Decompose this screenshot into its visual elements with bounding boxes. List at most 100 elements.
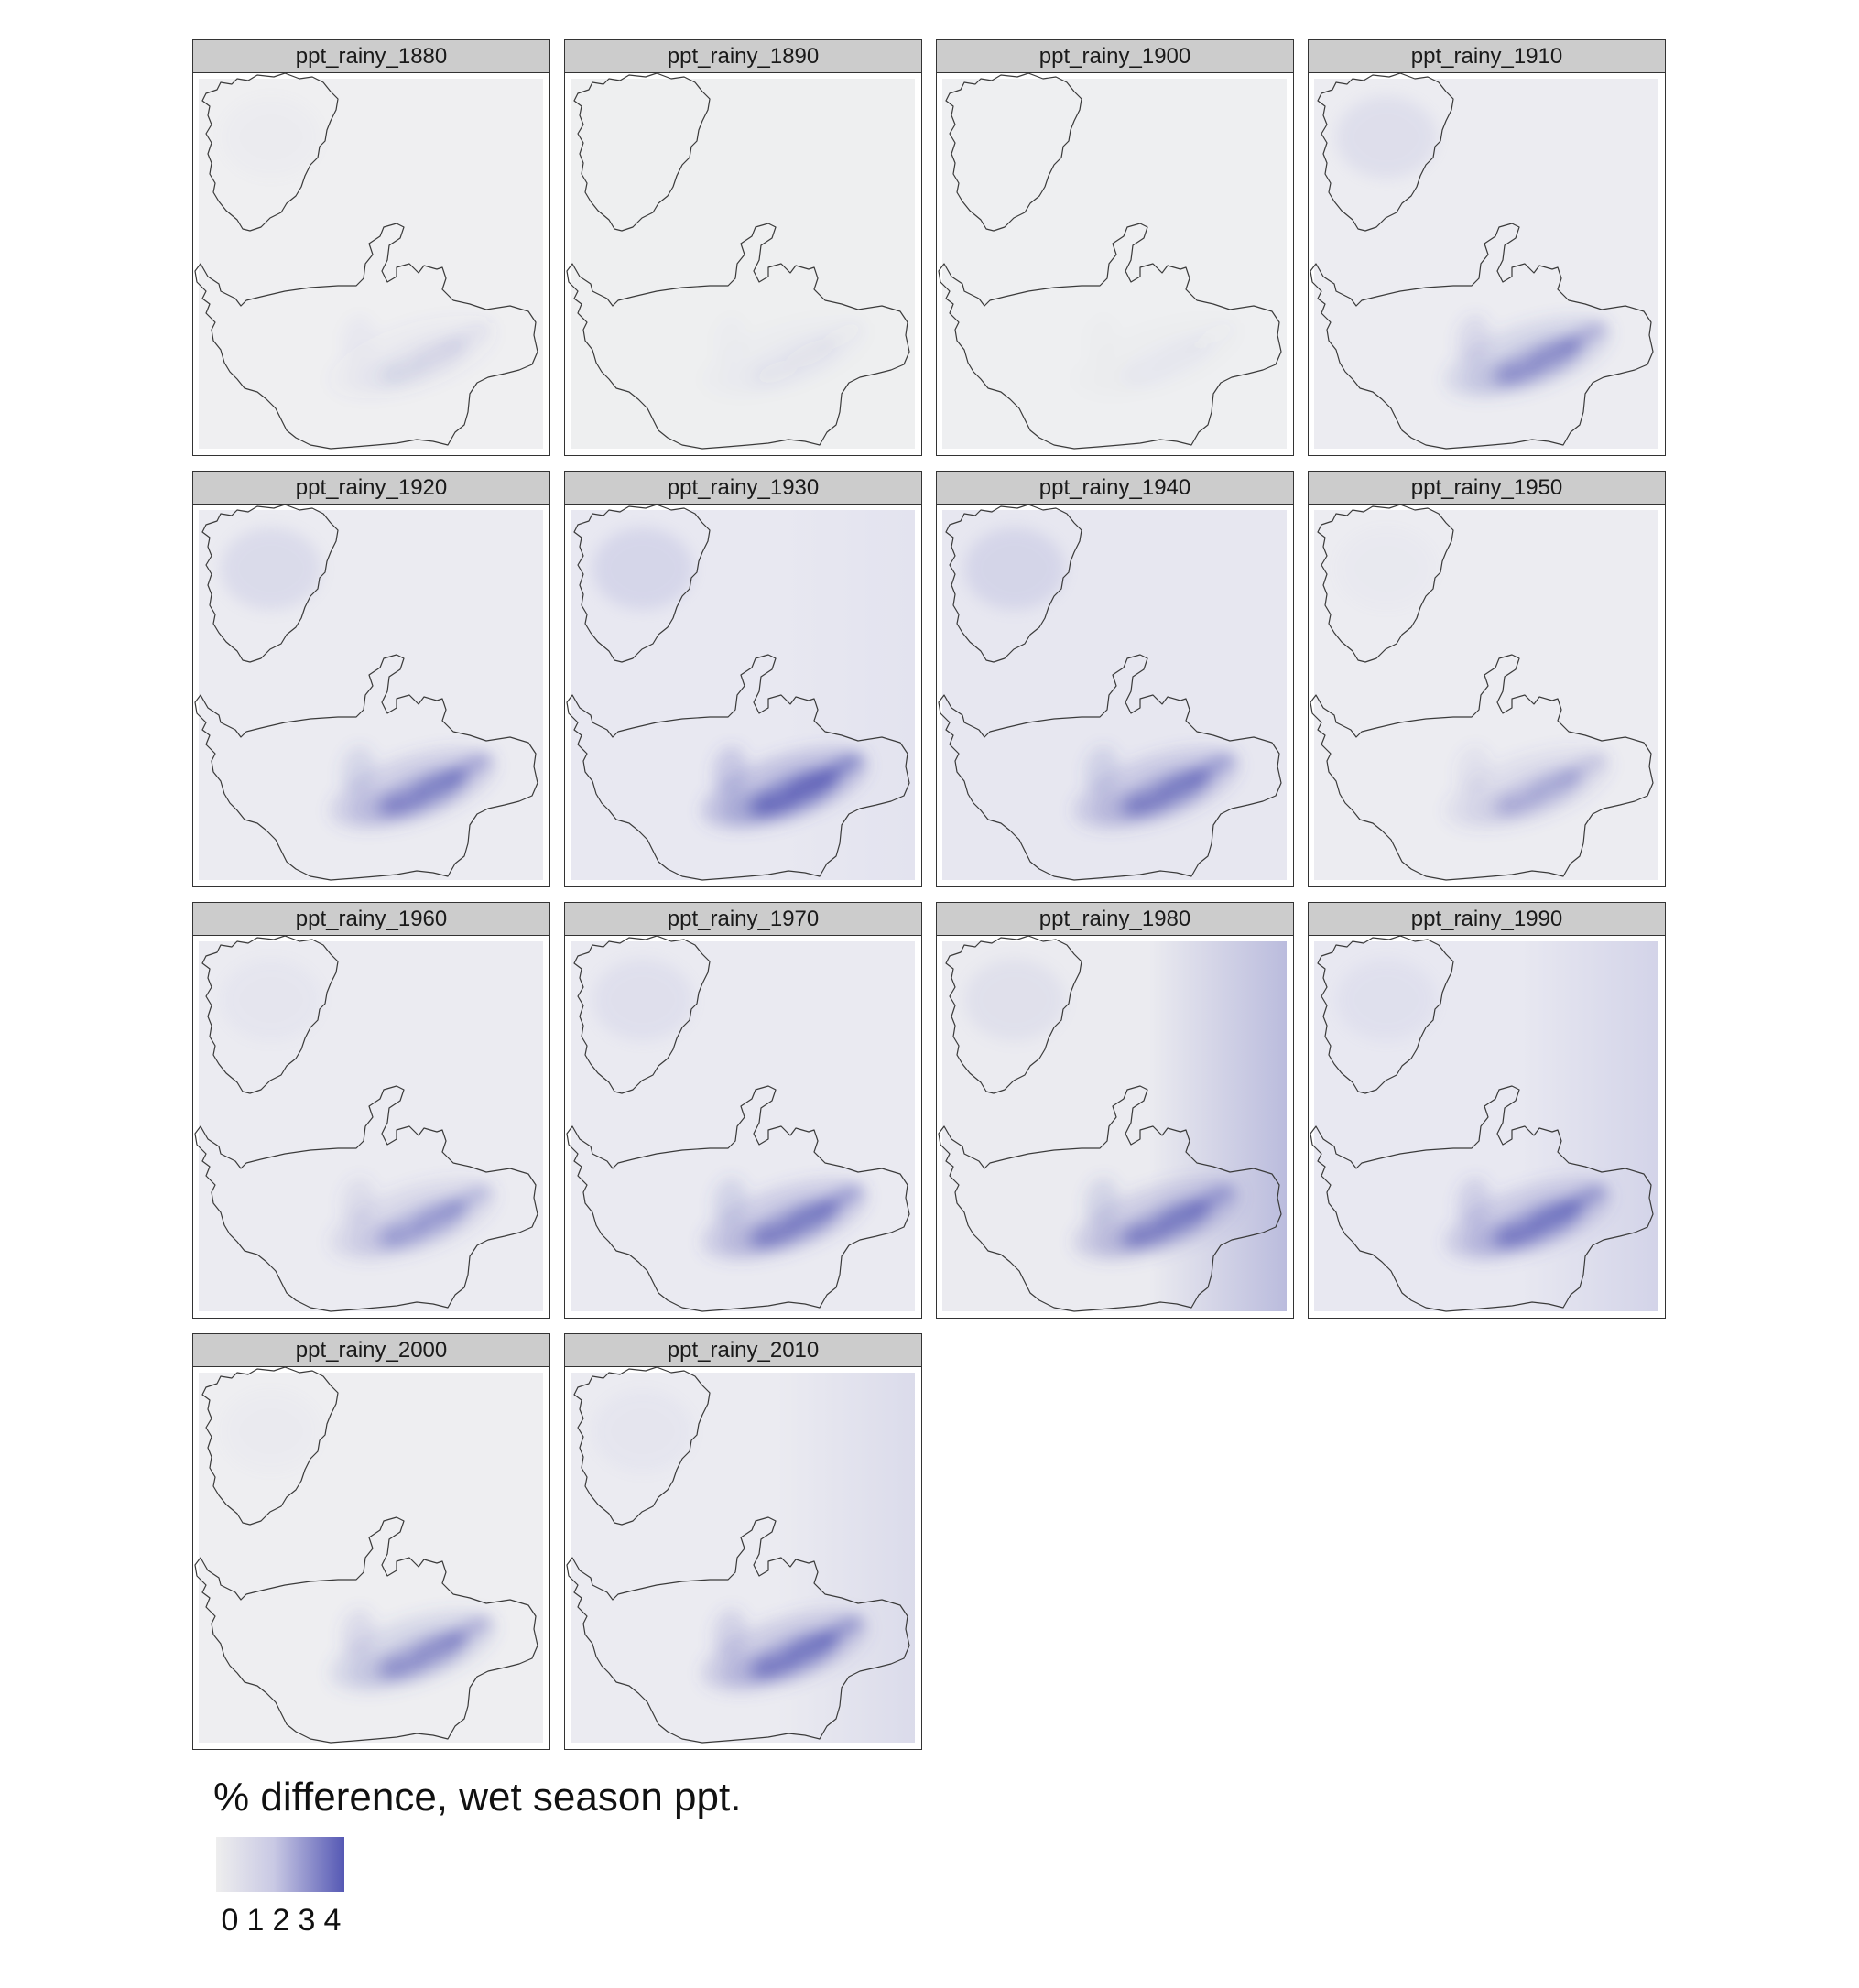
north-precip-tint xyxy=(221,527,321,610)
hotspot-blob xyxy=(444,322,492,352)
precip-hotspot xyxy=(1444,746,1613,831)
precip-hotspot xyxy=(329,1178,497,1262)
south-region-outline xyxy=(566,223,910,450)
north-region-outline xyxy=(1317,936,1454,1094)
south-region-outline xyxy=(194,654,538,881)
precip-hotspot xyxy=(1072,746,1241,831)
map-panel: ppt_rainy_1920 xyxy=(192,471,550,887)
map-panel: ppt_rainy_1980 xyxy=(936,902,1294,1319)
hotspot-blob xyxy=(1093,789,1147,824)
hotspot-blob xyxy=(1456,315,1491,363)
raster-background xyxy=(942,79,1287,449)
hotspot-blob xyxy=(1464,358,1519,393)
raster-background xyxy=(571,79,915,449)
legend-tick-label: 3 xyxy=(298,1903,316,1938)
map-raster xyxy=(566,1367,915,1744)
panel-title: ppt_rainy_1980 xyxy=(937,903,1293,936)
north-precip-tint xyxy=(1336,527,1437,610)
hotspot-blob xyxy=(721,789,776,824)
map-panel: ppt_rainy_1960 xyxy=(192,902,550,1319)
hotspot-blob xyxy=(1188,1185,1235,1214)
legend-tick-label: 2 xyxy=(272,1903,290,1938)
south-region-outline xyxy=(938,654,1282,881)
map-raster xyxy=(938,73,1287,450)
north-region-outline xyxy=(1317,73,1454,232)
north-region-outline xyxy=(573,73,711,232)
map-panel: ppt_rainy_1930 xyxy=(564,471,922,887)
map-raster xyxy=(194,936,543,1312)
north-region-outline xyxy=(573,505,711,663)
south-region-outline xyxy=(938,223,1282,450)
south-region-outline xyxy=(566,654,910,881)
map-panel: ppt_rainy_1970 xyxy=(564,902,922,1319)
north-region-outline xyxy=(201,505,339,663)
precip-hotspot xyxy=(701,746,869,831)
panel-title: ppt_rainy_1970 xyxy=(565,903,921,936)
map-panel: ppt_rainy_1890 xyxy=(564,39,922,456)
panel-title: ppt_rainy_2000 xyxy=(193,1334,549,1367)
north-precip-tint xyxy=(592,959,693,1041)
north-precip-tint xyxy=(1336,959,1437,1041)
north-region-outline xyxy=(573,936,711,1094)
hotspot-blob xyxy=(712,1178,747,1225)
hotspot-blob xyxy=(712,1609,747,1657)
panel-title: ppt_rainy_1880 xyxy=(193,40,549,73)
north-region-outline xyxy=(573,1367,711,1526)
hotspot-blob xyxy=(444,1185,492,1214)
north-precip-tint xyxy=(221,1390,321,1472)
map-panel: ppt_rainy_1910 xyxy=(1308,39,1666,456)
hotspot-blob xyxy=(1464,789,1519,824)
south-region-outline xyxy=(1310,1085,1654,1312)
north-region-outline xyxy=(201,73,339,232)
north-precip-tint xyxy=(592,527,693,610)
panel-title: ppt_rainy_1950 xyxy=(1309,472,1665,505)
map-raster xyxy=(1310,73,1658,450)
precip-hotspot xyxy=(375,322,492,387)
south-region-outline xyxy=(1310,223,1654,450)
panel-title: ppt_rainy_1920 xyxy=(193,472,549,505)
north-region-outline xyxy=(945,73,1082,232)
hotspot-blob xyxy=(1188,754,1235,783)
south-region-outline xyxy=(194,1085,538,1312)
panel-title: ppt_rainy_1890 xyxy=(565,40,921,73)
north-region-outline xyxy=(1317,505,1454,663)
panel-title: ppt_rainy_2010 xyxy=(565,1334,921,1367)
north-region-outline xyxy=(201,1367,339,1526)
hotspot-blob xyxy=(444,754,492,783)
hotspot-blob xyxy=(816,1185,864,1214)
hotspot-blob xyxy=(1456,746,1491,794)
hotspot-blob xyxy=(1464,1221,1519,1255)
hotspot-blob xyxy=(341,1609,375,1657)
hotspot-blob xyxy=(1093,1221,1147,1255)
north-region-outline xyxy=(945,505,1082,663)
south-region-outline xyxy=(194,1516,538,1744)
north-precip-tint xyxy=(964,959,1065,1041)
map-raster xyxy=(566,936,915,1312)
map-panel: ppt_rainy_1940 xyxy=(936,471,1294,887)
north-region-outline xyxy=(201,936,339,1094)
map-raster xyxy=(566,505,915,881)
hotspot-blob xyxy=(1560,754,1607,783)
hotspot-blob xyxy=(385,360,427,384)
map-raster xyxy=(938,936,1287,1312)
precip-hotspot xyxy=(1072,1178,1241,1262)
hotspot-blob xyxy=(1560,1185,1607,1214)
precip-hotspot xyxy=(329,746,497,831)
map-panel: ppt_rainy_1990 xyxy=(1308,902,1666,1319)
map-raster xyxy=(194,1367,543,1744)
legend-tick-label: 4 xyxy=(323,1903,342,1938)
south-region-outline xyxy=(566,1516,910,1744)
panel-title: ppt_rainy_1940 xyxy=(937,472,1293,505)
precip-hotspot xyxy=(1444,315,1613,399)
hotspot-blob xyxy=(721,1652,776,1687)
hotspot-blob xyxy=(712,746,747,794)
hotspot-blob xyxy=(816,1616,864,1646)
hotspot-blob xyxy=(721,1221,776,1255)
precip-hotspot xyxy=(329,1609,497,1693)
hotspot-blob xyxy=(444,1616,492,1646)
precip-hotspot xyxy=(1444,1178,1613,1262)
hotspot-blob xyxy=(349,1221,404,1255)
map-panel: ppt_rainy_2000 xyxy=(192,1333,550,1750)
precip-hotspot xyxy=(701,1609,869,1693)
north-precip-tint xyxy=(1336,96,1437,179)
